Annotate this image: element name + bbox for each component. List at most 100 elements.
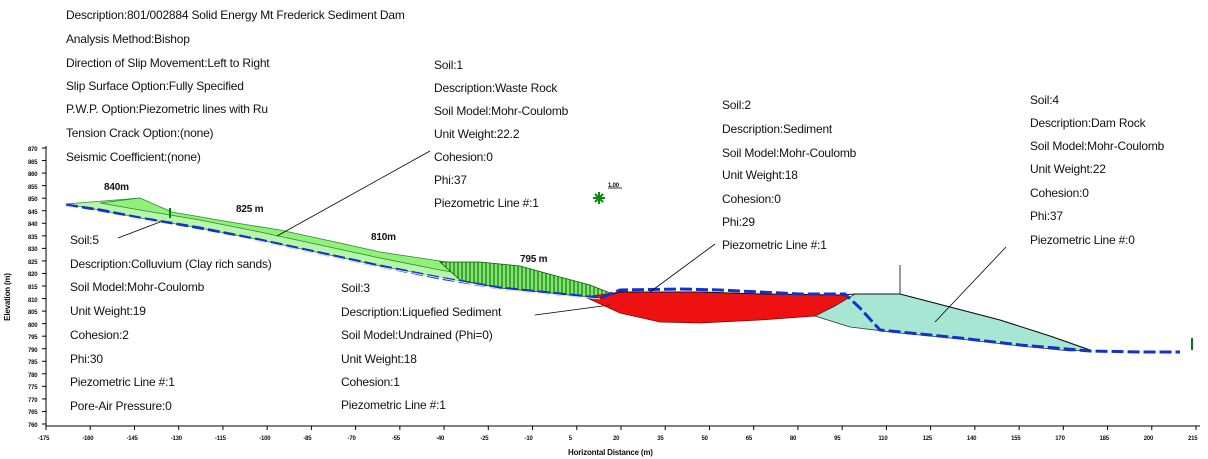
- leader-soil4: [934, 246, 1007, 323]
- soil1-label: Soil:1: [434, 58, 463, 72]
- y-tick-label: 780: [28, 372, 38, 379]
- soil5-description: Description:Colluvium (Clay rich sands): [70, 257, 272, 271]
- soil2-label: Soil:2: [722, 98, 751, 112]
- y-tick-label: 815: [28, 285, 38, 291]
- y-tick-label: 845: [28, 209, 38, 216]
- x-tick-label: -85: [303, 436, 312, 442]
- x-tick-label: 65: [745, 436, 752, 442]
- header-line-pwp-option: P.W.P. Option:Piezometric lines with Ru: [66, 102, 268, 116]
- header-line-slip-direction: Direction of Slip Movement:Left to Right: [66, 56, 270, 70]
- x-tick-label: 140: [966, 436, 977, 442]
- elevation-label-840: 840m: [104, 182, 129, 193]
- soil2-description: Description:Sediment: [722, 122, 833, 136]
- elevation-label-810: 810m: [371, 232, 396, 243]
- soil3-cohesion: Cohesion:1: [341, 375, 400, 389]
- x-tick-label: 200: [1143, 436, 1154, 442]
- x-tick-label: 5: [568, 436, 572, 442]
- soil5-phi: Phi:30: [70, 352, 103, 366]
- soil4-cohesion: Cohesion:0: [1030, 186, 1089, 200]
- soil5-piezometric: Piezometric Line #:1: [70, 375, 175, 389]
- soil5-model: Soil Model:Mohr-Coulomb: [70, 280, 205, 294]
- ground-surface-line: [599, 291, 1091, 351]
- leader-soil1: [276, 150, 431, 237]
- leader-soil5: [117, 221, 161, 239]
- soil1-cohesion: Cohesion:0: [434, 150, 493, 164]
- soil2-piezometric: Piezometric Line #:1: [722, 238, 827, 252]
- soil3-piezometric: Piezometric Line #:1: [341, 398, 446, 412]
- y-tick-label: 775: [28, 385, 38, 392]
- y-tick-label: 865: [28, 159, 38, 166]
- x-tick-label: -145: [126, 436, 138, 442]
- y-tick-label: 855: [28, 184, 38, 191]
- y-tick-label: 790: [28, 347, 38, 354]
- x-tick-label: 50: [701, 436, 708, 442]
- x-tick-label: -130: [170, 436, 182, 442]
- x-tick-label: 170: [1055, 436, 1065, 442]
- x-tick-label: -10: [524, 436, 533, 442]
- soil2-unit-weight: Unit Weight:18: [722, 168, 798, 182]
- soil5-pore-air: Pore-Air Pressure:0: [70, 399, 172, 413]
- y-ticks: [42, 147, 46, 425]
- soil4-model: Soil Model:Mohr-Coulomb: [1030, 139, 1165, 153]
- y-tick-label: 785: [28, 360, 38, 367]
- soil1-description: Description:Waste Rock: [434, 81, 558, 95]
- soil1-unit-weight: Unit Weight:22.2: [434, 127, 520, 141]
- x-tick-label: 80: [789, 436, 797, 442]
- soil3-label: Soil:3: [341, 281, 370, 295]
- x-tick-label: -115: [214, 436, 226, 442]
- y-tick-label: 835: [28, 234, 38, 241]
- soil3-description: Description:Liquefied Sediment: [341, 305, 502, 319]
- piezometric-line: [65, 203, 1180, 354]
- soil5-unit-weight: Unit Weight:19: [70, 304, 146, 318]
- x-tick-label: 35: [657, 436, 664, 442]
- y-tick-label: 770: [28, 397, 38, 404]
- slip-centre-icon: [593, 187, 622, 204]
- leader-soil3: [534, 304, 611, 316]
- x-axis-title: Horizontal Distance (m): [568, 448, 653, 457]
- y-tick-label: 800: [28, 322, 38, 329]
- x-tick-label: 215: [1188, 436, 1198, 442]
- factor-of-safety-label: 1.00: [608, 183, 619, 189]
- y-tick-label: 805: [28, 310, 38, 317]
- header-line-description: Description:801/002884 Solid Energy Mt F…: [66, 8, 405, 22]
- y-tick-label: 765: [28, 410, 38, 417]
- x-tick-label: -175: [38, 436, 50, 442]
- y-tick-label: 860: [28, 172, 38, 179]
- elevation-label-825: 825 m: [236, 204, 264, 215]
- y-axis-title: Elevation (m): [2, 273, 12, 321]
- x-tick-label: 20: [613, 436, 620, 442]
- soil3-unit-weight: Unit Weight:18: [341, 352, 417, 366]
- soil2-cohesion: Cohesion:0: [722, 192, 781, 206]
- x-tick-label: 95: [834, 436, 841, 442]
- x-tick-label: -40: [436, 436, 445, 442]
- liquefied-sediment-region: [583, 291, 857, 324]
- header-line-tension-crack: Tension Crack Option:(none): [66, 126, 214, 140]
- y-tick-label: 830: [28, 247, 38, 254]
- x-tick-label: -55: [391, 436, 400, 442]
- soil4-description: Description:Dam Rock: [1030, 116, 1146, 130]
- y-tick-label: 760: [28, 423, 38, 429]
- y-tick-label: 840: [28, 222, 38, 229]
- soil1-phi: Phi:37: [434, 173, 467, 187]
- soil4-piezometric: Piezometric Line #:0: [1030, 233, 1135, 247]
- soil3-model: Soil Model:Undrained (Phi=0): [341, 328, 493, 342]
- piezometric-inner-line: [65, 205, 601, 300]
- hatched-zone: [438, 261, 611, 300]
- x-tick-label: 155: [1011, 436, 1021, 442]
- x-ticks: [45, 426, 1197, 430]
- header-line-analysis-method: Analysis Method:Bishop: [66, 32, 190, 46]
- x-tick-label: -25: [480, 436, 489, 442]
- soil4-label: Soil:4: [1030, 93, 1059, 107]
- y-tick-label: 870: [28, 147, 38, 153]
- x-tick-label: 125: [922, 436, 933, 442]
- y-tick-label: 850: [28, 197, 38, 204]
- y-tick-label: 825: [28, 259, 38, 266]
- x-tick-label: -160: [82, 436, 94, 442]
- soil2-phi: Phi:29: [722, 215, 755, 229]
- header-line-slip-surface: Slip Surface Option:Fully Specified: [66, 79, 244, 93]
- soil1-piezometric: Piezometric Line #:1: [434, 196, 539, 210]
- soil1-model: Soil Model:Mohr-Coulomb: [434, 104, 569, 118]
- x-tick-label: -100: [259, 436, 271, 442]
- soil5-cohesion: Cohesion:2: [70, 328, 129, 342]
